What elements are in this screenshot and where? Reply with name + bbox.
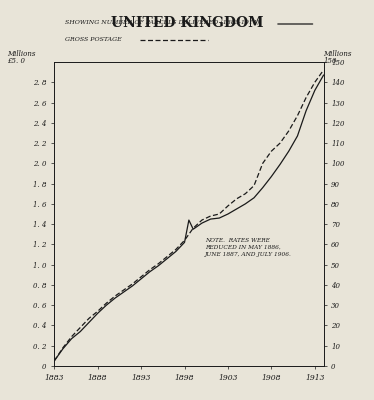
Text: NOTE.  RATES WERE
REDUCED IN MAY 1886,
JUNE 1887, AND JULY 1906.: NOTE. RATES WERE REDUCED IN MAY 1886, JU… [205,238,292,256]
Text: SHOWING NUMBER OF PARCELS DELIVERED (1883-1914): SHOWING NUMBER OF PARCELS DELIVERED (188… [65,20,260,26]
Text: 150: 150 [324,57,337,65]
Text: Millions: Millions [324,50,352,58]
Text: GROSS POSTAGE: GROSS POSTAGE [65,37,122,42]
Text: £5. 0: £5. 0 [7,57,25,65]
Text: Millions: Millions [7,50,36,58]
Text: UNITED KINGDOM: UNITED KINGDOM [111,16,263,30]
